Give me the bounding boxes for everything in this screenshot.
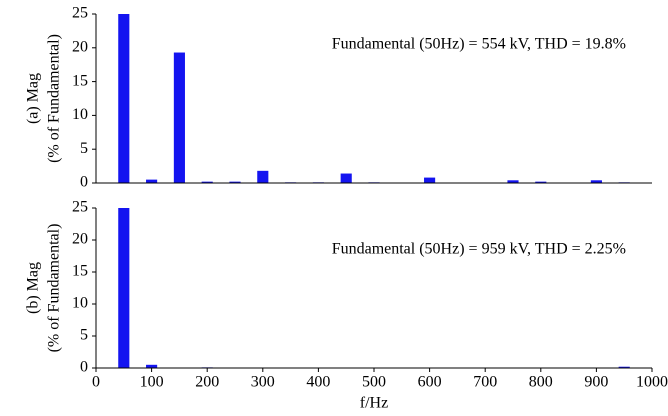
y-axis-label: (b) Mag	[25, 262, 42, 314]
y-tick-label: 15	[72, 72, 88, 89]
bar	[201, 181, 213, 183]
bar	[590, 180, 602, 183]
x-axis-label: f/Hz	[360, 395, 388, 412]
bar	[535, 181, 547, 183]
y-tick-label: 25	[72, 5, 88, 22]
y-axis-label: (a) Mag	[25, 73, 42, 124]
x-tick-label: 500	[362, 374, 386, 391]
annotation: Fundamental (50Hz) = 959 kV, THD = 2.25%	[332, 241, 626, 258]
y-axis-label: (% of Fundamental)	[46, 224, 63, 353]
y-tick-label: 0	[80, 359, 88, 376]
annotation: Fundamental (50Hz) = 554 kV, THD = 19.8%	[332, 36, 626, 53]
bar	[146, 364, 158, 368]
bar	[118, 14, 130, 183]
plot-area	[118, 208, 630, 368]
y-tick-label: 15	[72, 263, 88, 280]
y-tick-label: 25	[72, 199, 88, 216]
bar	[257, 170, 269, 183]
x-tick-label: 1000	[636, 374, 668, 391]
bar	[229, 181, 241, 183]
bar	[340, 173, 352, 183]
bar	[507, 180, 519, 183]
x-tick-label: 700	[473, 374, 497, 391]
bar	[173, 52, 185, 183]
x-tick-label: 100	[140, 374, 164, 391]
bar	[118, 208, 130, 368]
bar	[146, 179, 158, 183]
y-tick-label: 5	[80, 140, 88, 157]
y-tick-label: 0	[80, 174, 88, 191]
plot-area	[118, 14, 630, 183]
bar	[618, 366, 630, 368]
y-tick-label: 10	[72, 295, 88, 312]
x-tick-label: 200	[195, 374, 219, 391]
bar	[424, 177, 436, 183]
x-tick-label: 900	[584, 374, 608, 391]
x-tick-label: 300	[251, 374, 275, 391]
y-tick-label: 20	[72, 231, 88, 248]
y-tick-label: 20	[72, 38, 88, 55]
y-axis-label: (% of Fundamental)	[46, 34, 63, 163]
y-tick-label: 5	[80, 327, 88, 344]
x-tick-label: 400	[306, 374, 330, 391]
y-tick-label: 10	[72, 106, 88, 123]
x-tick-label: 0	[92, 374, 100, 391]
x-tick-label: 800	[529, 374, 553, 391]
x-tick-label: 600	[418, 374, 442, 391]
